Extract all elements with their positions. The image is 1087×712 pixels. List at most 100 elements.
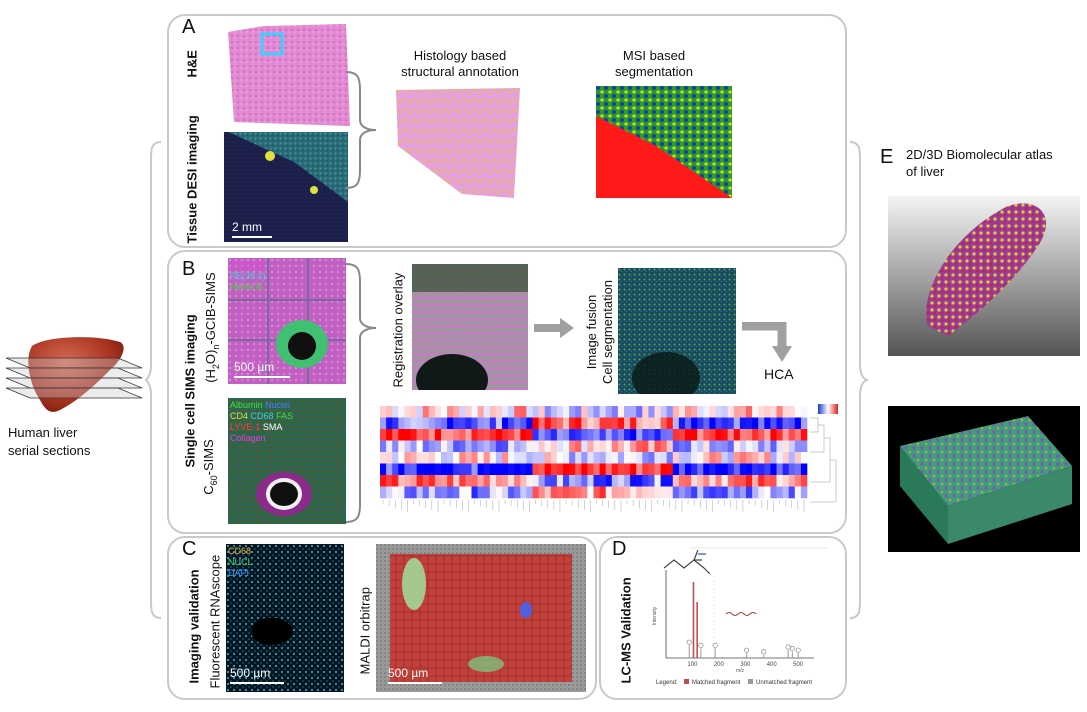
heatmap-cell xyxy=(587,463,594,476)
heatmap-cell xyxy=(404,452,411,464)
heatmap-cell xyxy=(630,486,637,499)
heatmap-cell xyxy=(538,429,545,441)
c60-label: C60-SIMS xyxy=(201,439,219,495)
heatmap-cell xyxy=(422,463,430,476)
heatmap-cell xyxy=(526,463,533,476)
heatmap-cell xyxy=(794,452,802,464)
heatmap-cell xyxy=(514,486,521,499)
heatmap-cell xyxy=(471,417,478,430)
heatmap-cell xyxy=(489,452,497,464)
fragment-structure xyxy=(725,612,757,616)
heatmap-cell xyxy=(715,417,722,430)
heatmap-cell xyxy=(800,440,808,453)
heatmap-cell xyxy=(782,486,789,499)
heatmap-cell xyxy=(660,463,667,476)
heatmap-cell xyxy=(416,440,423,453)
heatmap-cell xyxy=(636,429,643,441)
heatmap-cell xyxy=(587,406,594,418)
heatmap-cell xyxy=(563,486,570,499)
sims-side-label: Single cell SIMS imaging xyxy=(182,314,198,468)
heatmap-cell xyxy=(611,475,619,487)
heatmap-cell xyxy=(624,440,631,453)
heatmap-cell xyxy=(752,440,759,453)
heatmap-cell xyxy=(630,463,637,476)
heatmap-cell xyxy=(569,475,576,487)
heatmap-cell xyxy=(538,440,545,453)
heatmap-svg xyxy=(380,404,838,512)
heatmap-cell xyxy=(782,463,789,476)
heatmap-cell xyxy=(599,452,606,464)
heatmap-cell xyxy=(660,417,667,430)
heatmap-cell xyxy=(434,429,442,441)
heatmap-cell xyxy=(605,440,613,453)
heatmap-cell xyxy=(575,475,582,487)
heatmap-cell xyxy=(770,475,777,487)
heatmap-cell xyxy=(660,486,667,499)
heatmap-cell xyxy=(575,417,582,430)
heatmap-cell xyxy=(453,486,460,499)
heatmap-cell xyxy=(727,406,735,418)
heatmap-cell xyxy=(556,452,564,464)
heatmap-cell xyxy=(715,486,722,499)
heatmap-cell xyxy=(691,475,698,487)
heatmap-cell xyxy=(447,440,454,453)
heatmap-cell xyxy=(636,463,643,476)
heatmap-cell xyxy=(788,406,796,418)
heatmap-cell xyxy=(465,475,472,487)
heatmap-cell xyxy=(672,475,680,487)
roi-box xyxy=(260,32,284,56)
rna-legend-cd68: CD68 xyxy=(228,546,252,556)
rnascope-image: CD68 NUCL DAPI xyxy=(226,544,344,692)
heatmap-cell xyxy=(526,440,533,453)
heatmap-cell xyxy=(404,429,411,441)
heatmap-cell xyxy=(569,406,576,418)
c60-legend-row-2: CD4 CD68 FAS xyxy=(230,411,294,421)
heatmap-cell xyxy=(703,417,710,430)
y-axis-label: Intensity xyxy=(652,606,658,625)
heatmap-cell xyxy=(776,475,783,487)
heatmap-cell xyxy=(386,486,393,499)
heatmap-cell xyxy=(758,440,765,453)
heatmap-cell xyxy=(477,463,484,476)
heatmap-cell xyxy=(636,406,643,418)
unmatched-fragment-marker xyxy=(686,639,692,645)
heatmap-cell xyxy=(733,429,741,441)
heatmap-cell xyxy=(477,452,484,464)
heatmap-cell xyxy=(721,440,728,453)
heatmap-cell xyxy=(758,475,765,487)
heatmap-cell xyxy=(587,452,594,464)
heatmap-cell xyxy=(459,406,466,418)
heatmap-cell xyxy=(544,452,552,464)
heatmap-cell xyxy=(459,475,466,487)
heatmap-cell xyxy=(465,429,472,441)
fusion-label: Image fusion Cell segmentation xyxy=(584,279,615,385)
heatmap-dendrogram xyxy=(810,417,837,503)
heatmap-cell xyxy=(471,452,478,464)
arrow-fusion-to-hca xyxy=(742,322,792,362)
heatmap-cell xyxy=(758,417,765,430)
heatmap-cell xyxy=(770,429,777,441)
heatmap-cell xyxy=(617,486,625,499)
heatmap-cell xyxy=(569,463,576,476)
c60-legend-row-1: Albumin Nuclei xyxy=(230,400,291,410)
heatmap-cell xyxy=(477,429,484,441)
heatmap-cell xyxy=(703,475,710,487)
heatmap-cell xyxy=(733,406,741,418)
heatmap-cell xyxy=(691,429,698,441)
heatmap-cell xyxy=(581,452,588,464)
heatmap-cell xyxy=(617,440,625,453)
heatmap-cell xyxy=(776,417,783,430)
heatmap-cell xyxy=(392,486,399,499)
rna-legend-nucl: NUCL xyxy=(228,557,253,567)
rnascope-scalebar: 500 µm xyxy=(230,666,284,684)
heatmap-cell xyxy=(563,429,570,441)
heatmap-cell xyxy=(544,486,552,499)
heatmap-cell xyxy=(727,440,735,453)
heatmap-cell xyxy=(532,463,539,476)
heatmap-cell xyxy=(392,417,399,430)
heatmap-cell xyxy=(404,406,411,418)
heatmap-cell xyxy=(636,452,643,464)
heatmap-cell xyxy=(514,463,521,476)
heatmap-cell xyxy=(746,406,753,418)
heatmap-cell xyxy=(611,440,619,453)
